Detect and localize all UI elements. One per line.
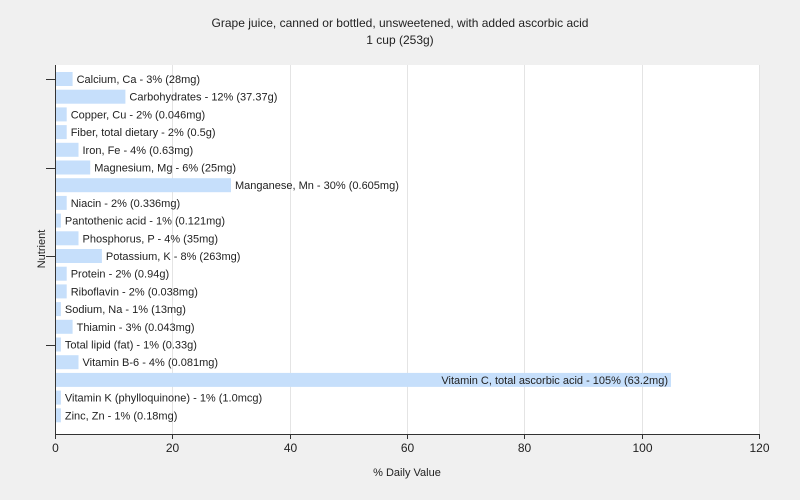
bar [56, 284, 67, 299]
bar [56, 72, 73, 86]
bar [56, 89, 126, 104]
bar [56, 249, 102, 263]
chart-subtitle: 1 cup (253g) [366, 33, 433, 47]
bar-label: Riboflavin - 2% (0.038mg) [71, 286, 198, 298]
bar [56, 390, 61, 405]
x-axis-title: % Daily Value [373, 467, 441, 479]
bar [56, 160, 91, 175]
bar-label: Protein - 2% (0.94g) [71, 269, 169, 281]
bar-label: Manganese, Mn - 30% (0.605mg) [235, 180, 399, 192]
chart-title: Grape juice, canned or bottled, unsweete… [212, 16, 589, 30]
bar [56, 319, 73, 334]
bar-label: Carbohydrates - 12% (37.37g) [129, 92, 277, 104]
bar [56, 408, 61, 423]
bar [56, 107, 67, 122]
bar [56, 355, 79, 370]
bar-label: Potassium, K - 8% (263mg) [106, 251, 241, 263]
bar-label: Iron, Fe - 4% (0.63mg) [83, 145, 194, 157]
x-tick-label: 100 [632, 441, 652, 455]
bar [56, 213, 61, 228]
bars [56, 72, 671, 423]
bar-label: Vitamin K (phylloquinone) - 1% (1.0mcg) [65, 393, 262, 405]
bar-label: Sodium, Na - 1% (13mg) [65, 304, 186, 316]
bar [56, 125, 67, 140]
bar [56, 231, 79, 246]
x-tick-label: 80 [518, 441, 532, 455]
bar-label: Zinc, Zn - 1% (0.18mg) [65, 410, 177, 422]
bar-label: Magnesium, Mg - 6% (25mg) [94, 163, 236, 175]
bar-label: Fiber, total dietary - 2% (0.5g) [71, 127, 216, 139]
bar-labels: Calcium, Ca - 3% (28mg) Carbohydrates - 1… [65, 74, 668, 422]
bar [56, 266, 67, 281]
bar [56, 195, 67, 210]
y-axis-title: Nutrient [36, 230, 48, 269]
bar [56, 337, 61, 352]
grid-lines [172, 65, 760, 434]
x-tick-label: 120 [749, 441, 769, 455]
bar-label: Copper, Cu - 2% (0.046mg) [71, 109, 206, 121]
bar [56, 142, 79, 157]
bar-label: Vitamin C, total ascorbic acid - 105% (6… [441, 375, 668, 387]
bar-label: Phosphorus, P - 4% (35mg) [83, 233, 219, 245]
x-tick-label: 40 [284, 441, 298, 455]
x-tick-label: 60 [401, 441, 415, 455]
bar [56, 178, 231, 193]
bar-label: Vitamin B-6 - 4% (0.081mg) [83, 357, 219, 369]
bar-label: Niacin - 2% (0.336mg) [71, 198, 180, 210]
axes: 0 20 40 60 80 100 120 [46, 65, 770, 455]
x-tick-label: 20 [166, 441, 180, 455]
x-tick-label: 0 [52, 441, 59, 455]
bar-label: Total lipid (fat) - 1% (0.33g) [65, 340, 197, 352]
bar-label: Thiamin - 3% (0.043mg) [77, 322, 195, 334]
bar [56, 302, 61, 317]
bar-label: Pantothenic acid - 1% (0.121mg) [65, 216, 225, 228]
bar-label: Calcium, Ca - 3% (28mg) [77, 74, 200, 86]
bar [56, 372, 671, 387]
